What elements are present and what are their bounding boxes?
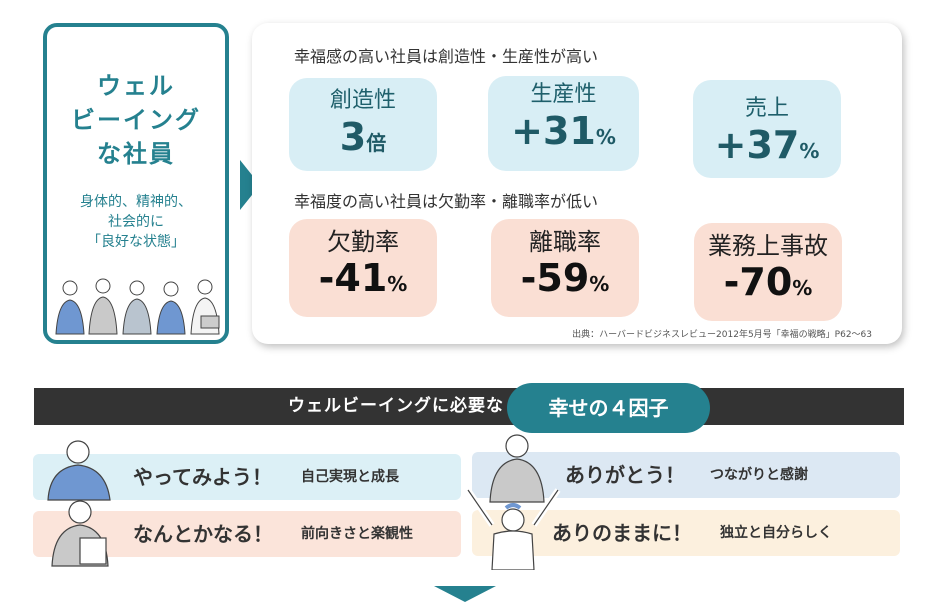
factor-sub: つながりと感謝 [710, 467, 808, 483]
stat-value: +37% [693, 122, 841, 174]
stat-label: 生産性 [530, 82, 597, 107]
subtitle-line-3: 「良好な状態」 [87, 234, 185, 250]
factor-main: ありがとう！ [565, 463, 685, 487]
subtitle-line-1: 身体的、精神的、 [80, 194, 192, 210]
source-citation: 出典：ハーバードビジネスレビュー2012年5月号「幸福の戦略」P62〜63 [572, 330, 872, 340]
stat-number: -59 [520, 256, 590, 300]
stat-number: 3 [339, 115, 367, 159]
stat-number: +37 [714, 123, 800, 167]
stat-value: 3倍 [289, 114, 437, 166]
stat-value: +31% [488, 108, 639, 160]
stat-label: 業務上事故 [708, 232, 828, 260]
stat-value: -70% [694, 259, 842, 311]
arrow-down-icon [434, 586, 496, 602]
grateful-people-illustration-icon [465, 434, 561, 570]
stat-label: 離職率 [529, 228, 601, 256]
stat-unit: % [595, 125, 616, 149]
card-subtitle: 身体的、精神的、 社会的に 「良好な状態」 [47, 192, 225, 252]
stat-unit: % [799, 139, 820, 163]
stat-label: 創造性 [329, 88, 396, 113]
wellbeing-employee-card: ウェル ビーイング な社員 身体的、精神的、 社会的に 「良好な状態」 [43, 23, 229, 344]
title-line-3: な社員 [97, 140, 175, 168]
stat-number: +31 [511, 109, 596, 153]
four-factors-banner: ウェルビーイングに必要な [34, 388, 904, 425]
stat-value: -41% [289, 255, 437, 307]
four-factors-pill: 幸せの４因子 [507, 383, 710, 433]
title-line-1: ウェル [97, 72, 175, 100]
stat-value: -59% [491, 255, 639, 307]
banner-text: ウェルビーイングに必要な [288, 396, 504, 416]
card-title: ウェル ビーイング な社員 [47, 69, 225, 171]
stat-label: 売上 [744, 96, 789, 121]
section-heading-low: 幸福度の高い社員は欠勤率・離職率が低い [294, 192, 599, 211]
factor-sub: 前向きさと楽観性 [301, 526, 413, 542]
title-line-2: ビーイング [71, 106, 201, 134]
stat-unit: % [387, 272, 408, 296]
stat-unit: 倍 [366, 131, 387, 155]
factor-sub: 独立と自分らしく [720, 525, 832, 541]
stat-number: -41 [318, 256, 388, 300]
stat-unit: % [792, 276, 813, 300]
stat-card-productivity: 生産性 +31% [488, 76, 639, 171]
stat-card-sales: 売上 +37% [693, 80, 841, 178]
stat-card-absenteeism: 欠勤率 -41% [289, 219, 437, 317]
stat-card-turnover: 離職率 -59% [491, 219, 639, 317]
cheering-people-illustration-icon [47, 440, 111, 567]
factor-sub: 自己実現と成長 [301, 469, 399, 485]
factor-independence: ありのままに！ 独立と自分らしく [472, 510, 900, 556]
section-heading-high: 幸福感の高い社員は創造性・生産性が高い [294, 47, 599, 66]
stat-card-creativity: 創造性 3倍 [289, 78, 437, 171]
factor-main: なんとかなる！ [133, 522, 273, 546]
stat-number: -70 [723, 260, 793, 304]
stat-card-accidents: 業務上事故 -70% [694, 223, 842, 321]
employees-illustration-icon [55, 278, 220, 335]
stat-unit: % [589, 272, 610, 296]
subtitle-line-2: 社会的に [108, 214, 164, 230]
research-results-panel: 幸福感の高い社員は創造性・生産性が高い 創造性 3倍 生産性 +31% 売上 +… [252, 23, 902, 344]
factor-main: やってみよう！ [133, 465, 272, 489]
stat-label: 欠勤率 [327, 228, 399, 256]
factor-main: ありのままに！ [552, 521, 692, 545]
